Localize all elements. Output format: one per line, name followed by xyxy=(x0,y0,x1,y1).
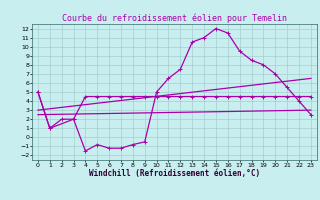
X-axis label: Windchill (Refroidissement éolien,°C): Windchill (Refroidissement éolien,°C) xyxy=(89,169,260,178)
Title: Courbe du refroidissement éolien pour Temelin: Courbe du refroidissement éolien pour Te… xyxy=(62,14,287,23)
